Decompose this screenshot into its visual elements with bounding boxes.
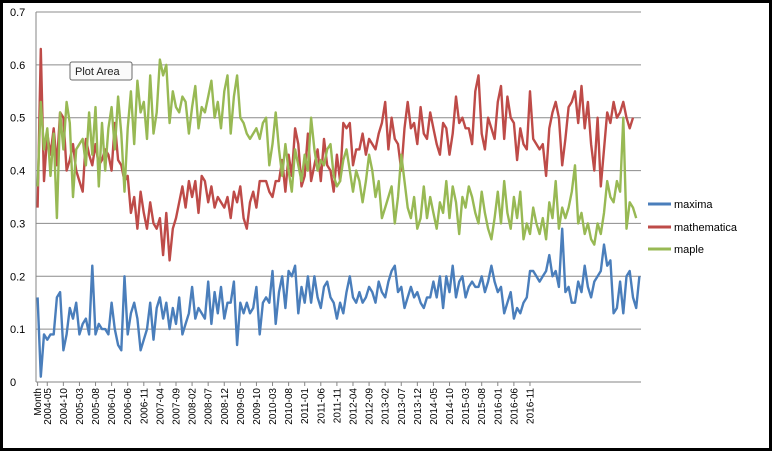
x-tick-label: Month: [33, 388, 44, 416]
x-tick-label: 2010-08: [284, 388, 295, 425]
x-tick-label: 2006-11: [139, 388, 150, 424]
x-tick-label: 2009-10: [252, 388, 263, 425]
y-tick-label: 0: [10, 377, 16, 389]
plot-area-tooltip: Plot Area: [69, 61, 133, 81]
legend-label-maple[interactable]: maple: [674, 244, 704, 256]
x-tick-label: 2011-01: [300, 388, 311, 424]
y-tick-label: 0.5: [10, 113, 25, 125]
x-tick-label: 2016-11: [525, 388, 536, 424]
y-tick-label: 0.7: [10, 7, 25, 19]
tooltip-box: [69, 61, 133, 81]
x-tick-label: 2011-06: [316, 388, 327, 424]
x-tick-label: 2012-04: [348, 388, 359, 425]
legend-label-mathematica[interactable]: mathematica: [674, 222, 738, 234]
legend-label-maxima[interactable]: maxima: [674, 199, 713, 211]
series-line-mathematica[interactable]: [36, 47, 635, 262]
series-line-maple[interactable]: [36, 58, 638, 246]
legend[interactable]: maxima mathematica maple: [648, 199, 738, 256]
tooltip-text: Plot Area: [75, 66, 121, 78]
x-tick-label: 2008-12: [220, 388, 231, 425]
chart-frame: 0 0.1 0.2 0.3 0.4 0.5 0.6 0.7 Month 2004-05 2004-…: [3, 3, 769, 448]
x-tick-label: 2009-05: [236, 388, 247, 425]
y-axis: 0 0.1 0.2 0.3 0.4 0.5 0.6 0.7: [10, 7, 37, 389]
y-tick-label: 0.1: [10, 324, 25, 336]
y-tick-label: 0.4: [10, 166, 25, 178]
x-tick-label: 2010-03: [268, 388, 279, 425]
x-tick-label: 2005-08: [91, 388, 102, 425]
x-tick-label: 2015-08: [477, 388, 488, 425]
x-tick-label: 2013-12: [413, 388, 424, 425]
x-tick-label: 2005-03: [75, 388, 86, 425]
x-tick-label: 2006-01: [107, 388, 118, 425]
x-tick-label: 2014-05: [429, 388, 440, 425]
y-tick-label: 0.3: [10, 218, 25, 230]
y-tick-label: 0.2: [10, 271, 25, 283]
x-tick-label: 2007-09: [171, 388, 182, 425]
series-line-maxima[interactable]: [36, 227, 641, 378]
x-tick-label: 2008-02: [188, 388, 199, 425]
x-tick-label: 2008-07: [204, 388, 215, 425]
x-tick-label: 2013-07: [397, 388, 408, 425]
series-lines[interactable]: [36, 47, 641, 378]
y-tick-label: 0.6: [10, 60, 25, 72]
x-tick-label: 2013-02: [381, 388, 392, 425]
x-tick-label: 2007-04: [155, 388, 166, 425]
x-tick-label: 2016-06: [509, 388, 520, 425]
x-tick-label: 2016-01: [493, 388, 504, 425]
x-tick-label: 2004-10: [59, 388, 70, 425]
x-tick-label: 2004-05: [43, 388, 54, 425]
x-tick-label: 2014-10: [445, 388, 456, 425]
x-tick-label: 2006-06: [123, 388, 134, 425]
x-tick-label: 2011-11: [332, 388, 343, 424]
x-tick-label: 2015-03: [461, 388, 472, 425]
x-tick-label: 2012-09: [365, 388, 376, 425]
